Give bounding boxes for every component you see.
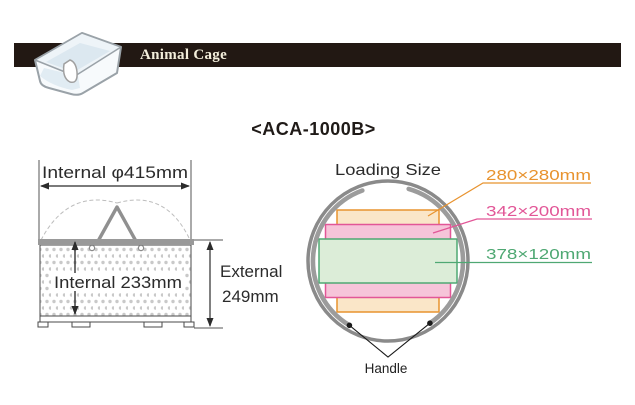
basket-foot [143,321,163,328]
handle-arc-left [40,199,118,241]
load-label-280x280: 280×280mm [486,167,591,184]
handle-label: Handle [365,361,408,376]
model-title: <ACA-1000B> [251,119,376,139]
load-rect-378x120 [318,238,458,284]
cage-floor-tint [46,43,110,72]
handle-arc-right [116,199,191,241]
basket-side-view: Internal φ415mm Internal 233mm External … [37,160,282,329]
load-label-342x200: 342×200mm [486,203,591,220]
cage-illustration [34,32,122,96]
internal-height-label-bg [51,273,185,291]
rim-handle-right [406,186,466,326]
loading-size-diagram: Loading Size 280×280mm 342×200mm 378×120… [306,162,592,376]
internal-height-label: Internal 233mm [54,273,182,292]
handle-pivot-hole-left [88,244,96,252]
basket-foot [37,321,49,328]
handle-pivot-hole-right [137,244,145,252]
header-title: Animal Cage [140,46,228,63]
basket-handle [95,205,139,245]
basket-base [39,315,192,323]
external-height-label-line2: 249mm [222,287,279,306]
water-bottle [62,59,78,84]
leader-line-342x200 [432,218,592,234]
internal-diameter-label: Internal φ415mm [42,163,188,182]
basket-foot [71,321,91,328]
external-height-label-line1: External [220,262,282,281]
leader-line-280x280 [427,182,591,217]
cage-water-tint [40,68,80,90]
handle-callout-lines [349,322,431,358]
load-label-378x120: 378×120mm [486,246,591,263]
basket-rim-circle [306,179,470,343]
rim-handle-left [310,188,365,328]
basket-rim [38,239,194,245]
basket-foot [183,321,195,328]
loading-size-title: Loading Size [335,162,441,179]
